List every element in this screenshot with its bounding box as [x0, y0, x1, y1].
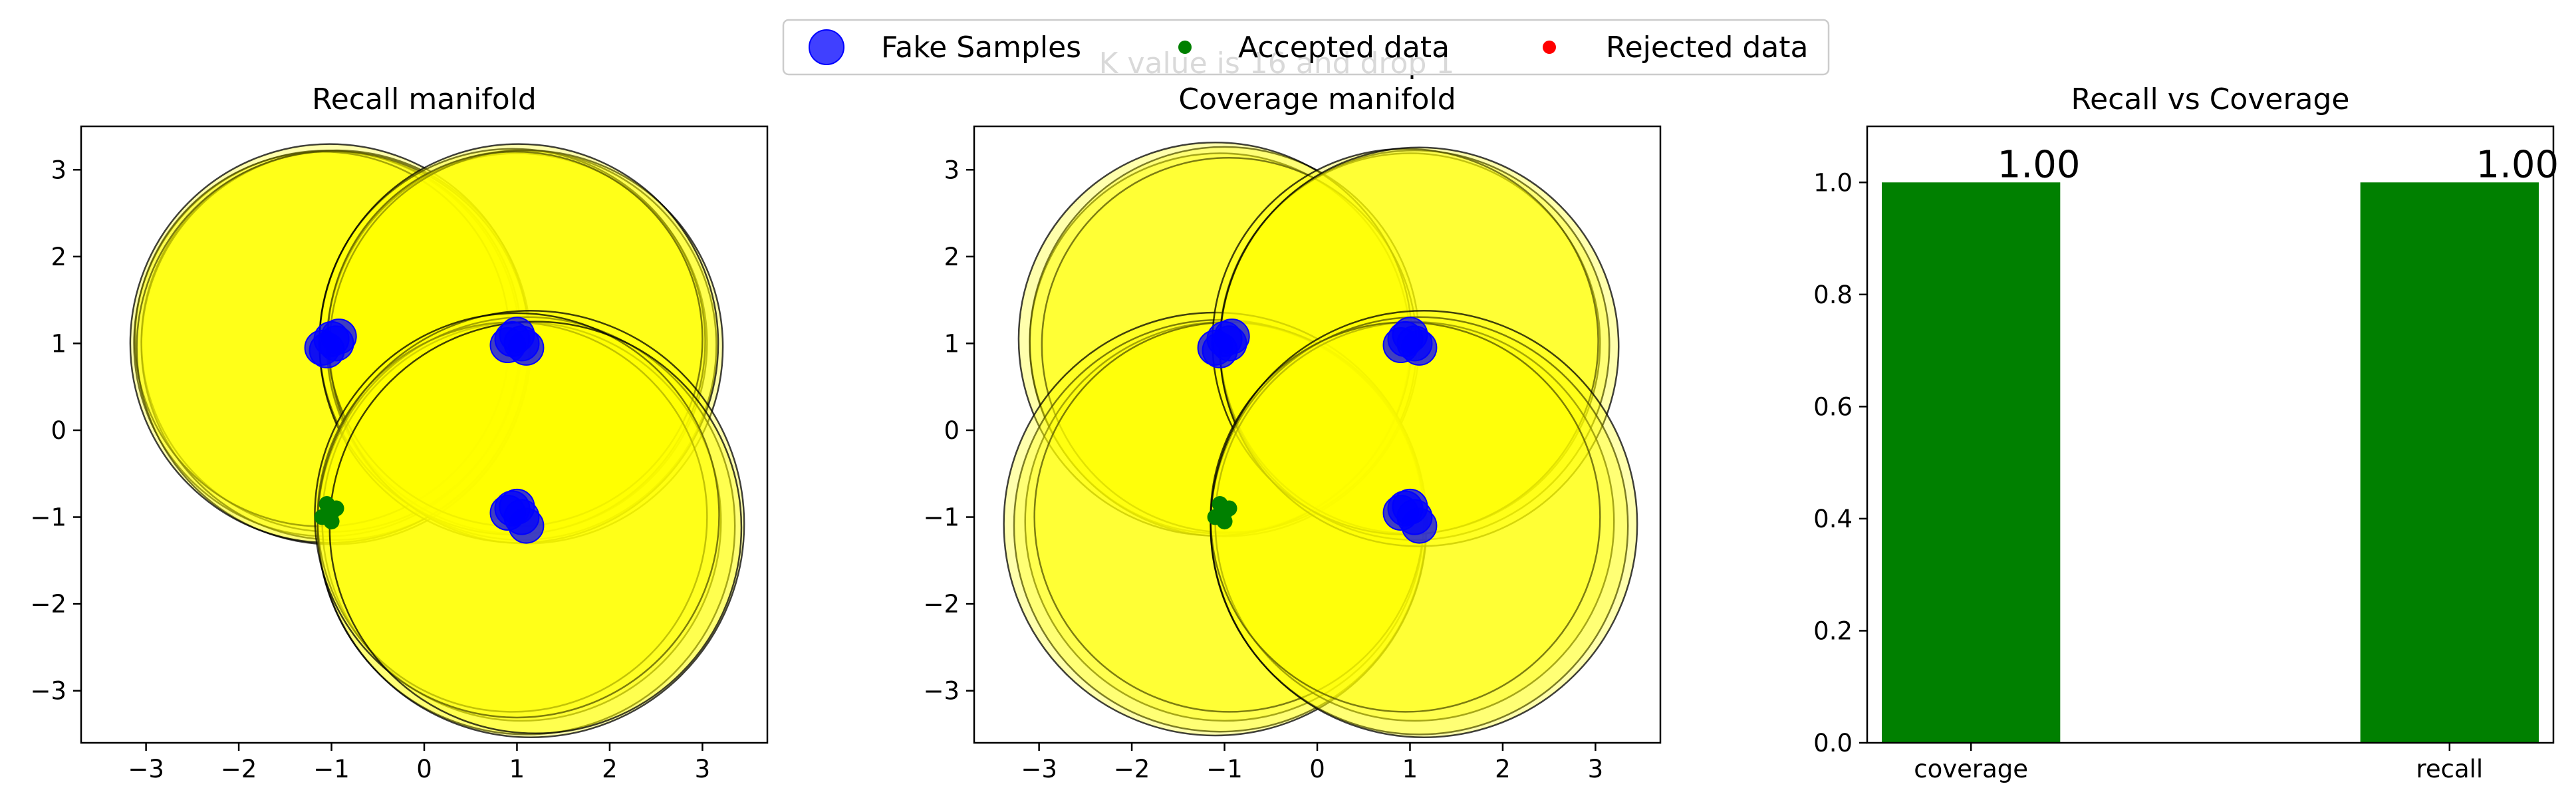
- x-tick-label: −3: [1021, 755, 1057, 783]
- x-tick-label: −1: [1206, 755, 1243, 783]
- y-tick-label: −1: [923, 503, 960, 532]
- x-tick-label: coverage: [1914, 755, 2028, 783]
- x-tick-label: 2: [602, 755, 618, 783]
- y-tick-label: 1.0: [1813, 168, 1853, 197]
- bar-coverage: [1882, 182, 2061, 743]
- legend-marker-rejected-data: [1543, 41, 1556, 54]
- panel-title: Recall vs Coverage: [2071, 82, 2349, 116]
- legend-entry-accepted-data: Accepted data: [1178, 31, 1450, 65]
- legend-label-accepted-data: Accepted data: [1238, 31, 1450, 65]
- fake-sample-point: [499, 488, 535, 525]
- y-tick-label: 1: [944, 329, 960, 358]
- accepted-data-point: [328, 500, 344, 517]
- y-tick-label: 2: [51, 243, 66, 271]
- accepted-data-point: [1216, 513, 1233, 530]
- y-tick-label: −1: [30, 503, 66, 532]
- fake-sample-point: [1392, 488, 1428, 525]
- y-tick-label: 1: [51, 329, 66, 358]
- x-tick-label: 2: [1495, 755, 1511, 783]
- y-tick-label: 0: [944, 416, 960, 445]
- fake-sample-point: [1214, 318, 1250, 354]
- recall-vs-coverage-panel: 1.00 1.00 coverage recall 0.0 0.2 0.4 0.6 0.8 1.0…: [1813, 82, 2559, 783]
- x-tick-label: 3: [695, 755, 711, 783]
- fake-sample-point: [489, 327, 526, 364]
- y-tick-label: −2: [923, 590, 960, 618]
- bar-value-label: 1.00: [2476, 143, 2559, 186]
- legend-entry-fake-samples: Fake Samples: [809, 29, 1081, 65]
- accepted-data-point: [1221, 500, 1237, 517]
- panel-title: Coverage manifold: [1178, 82, 1456, 116]
- x-tick-label: −2: [1114, 755, 1150, 783]
- legend-label-fake-samples: Fake Samples: [881, 31, 1081, 65]
- y-tick-label: 3: [944, 156, 960, 184]
- x-tick-label: 0: [416, 755, 432, 783]
- x-tick-label: −2: [221, 755, 257, 783]
- plot-area: [1003, 141, 1638, 738]
- x-tick-label: 3: [1588, 755, 1604, 783]
- y-tick-label: 2: [944, 243, 960, 271]
- y-tick-label: −3: [30, 677, 66, 706]
- y-tick-label: 0.6: [1813, 392, 1853, 421]
- x-tick-label: −3: [128, 755, 164, 783]
- legend-marker-fake-samples: [809, 29, 844, 65]
- axes-frame: [1866, 125, 2555, 744]
- fake-sample-point: [1382, 327, 1419, 364]
- legend-marker-accepted-data: [1178, 41, 1192, 54]
- legend-label-rejected-data: Rejected data: [1606, 31, 1809, 65]
- bar-recall: [2360, 182, 2539, 743]
- y-tick-label: 0.8: [1813, 281, 1853, 309]
- plot-area: [129, 143, 745, 738]
- accepted-data-point: [323, 513, 340, 530]
- coverage-manifold-panel: −3 −2 −1 0 1 2 3 −3 −2 −1 0 1 2 3 Coverage manifold: [923, 82, 1662, 783]
- x-tick-label: 1: [509, 755, 525, 783]
- y-tick-label: 0: [51, 416, 66, 445]
- y-tick-label: −3: [923, 677, 960, 706]
- legend-frame: [782, 19, 1830, 76]
- x-tick-label: 1: [1402, 755, 1418, 783]
- legend-entry-rejected-data: Rejected data: [1543, 31, 1809, 65]
- y-tick-label: 3: [51, 156, 66, 184]
- fake-sample-point: [321, 318, 357, 354]
- bar-value-label: 1.00: [1997, 143, 2081, 186]
- y-tick-label: −2: [30, 590, 66, 618]
- y-tick-label: 0.2: [1813, 616, 1853, 645]
- legend: Fake Samples Accepted data Rejected data: [782, 19, 1830, 76]
- y-tick-label: 0.4: [1813, 505, 1853, 533]
- x-tick-label: 0: [1309, 755, 1325, 783]
- y-tick-label: 0.0: [1813, 729, 1853, 757]
- x-tick-label: −1: [313, 755, 350, 783]
- recall-manifold-panel: −3 −2 −1 0 1 2 3 −3 −2 −1 0 1 2 3 Recall manifold: [30, 82, 769, 783]
- panel-title: Recall manifold: [312, 82, 537, 116]
- x-tick-label: recall: [2416, 755, 2483, 783]
